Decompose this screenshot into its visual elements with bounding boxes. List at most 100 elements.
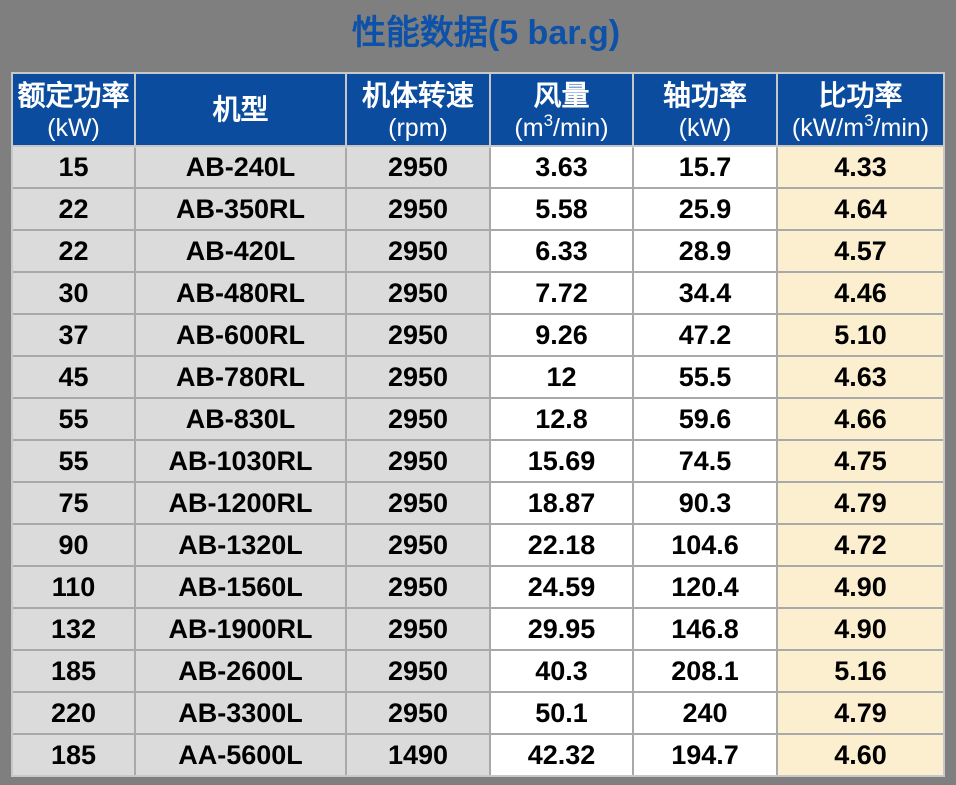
cell-rotation-speed: 2950 bbox=[347, 525, 489, 565]
cell-rated-power: 15 bbox=[13, 147, 134, 187]
cell-air-flow: 42.32 bbox=[491, 735, 632, 775]
cell-shaft-power: 90.3 bbox=[634, 483, 776, 523]
cell-specific-power: 4.63 bbox=[778, 357, 943, 397]
cell-model: AB-3300L bbox=[136, 693, 345, 733]
cell-rotation-speed: 1490 bbox=[347, 735, 489, 775]
cell-rated-power: 37 bbox=[13, 315, 134, 355]
column-header-label: 额定功率 bbox=[17, 79, 130, 111]
header-unit-superscript: 3 bbox=[543, 110, 554, 130]
header-unit-superscript: 3 bbox=[864, 110, 874, 130]
cell-shaft-power: 34.4 bbox=[634, 273, 776, 313]
header-unit-prefix: (kW/m bbox=[791, 113, 865, 142]
column-header-model: 机型 bbox=[136, 74, 345, 145]
cell-shaft-power: 55.5 bbox=[634, 357, 776, 397]
cell-rated-power: 132 bbox=[13, 609, 134, 649]
column-header-label: 机型 bbox=[212, 93, 269, 125]
column-header-shaft-power: 轴功率 (kW) bbox=[634, 74, 776, 145]
cell-air-flow: 9.26 bbox=[491, 315, 632, 355]
cell-rotation-speed: 2950 bbox=[347, 693, 489, 733]
cell-rotation-speed: 2950 bbox=[347, 189, 489, 229]
cell-rotation-speed: 2950 bbox=[347, 357, 489, 397]
column-header-specific-power: 比功率 (kW/m3/min) bbox=[778, 74, 943, 145]
header-unit-prefix: (m bbox=[514, 113, 544, 142]
header-unit-prefix: (kW) bbox=[678, 113, 732, 142]
cell-rated-power: 22 bbox=[13, 231, 134, 271]
header-unit-prefix: (rpm) bbox=[388, 113, 448, 142]
cell-air-flow: 5.58 bbox=[491, 189, 632, 229]
cell-rated-power: 90 bbox=[13, 525, 134, 565]
cell-specific-power: 4.33 bbox=[778, 147, 943, 187]
cell-model: AB-1030RL bbox=[136, 441, 345, 481]
cell-rated-power: 185 bbox=[13, 735, 134, 775]
cell-model: AB-1560L bbox=[136, 567, 345, 607]
column-header-label: 机体转速 bbox=[361, 79, 474, 111]
cell-rotation-speed: 2950 bbox=[347, 651, 489, 691]
cell-air-flow: 6.33 bbox=[491, 231, 632, 271]
cell-rotation-speed: 2950 bbox=[347, 567, 489, 607]
cell-shaft-power: 194.7 bbox=[634, 735, 776, 775]
cell-air-flow: 40.3 bbox=[491, 651, 632, 691]
column-header-unit: (rpm) bbox=[388, 114, 448, 142]
column-header-unit: (kW) bbox=[679, 114, 732, 142]
cell-model: AA-5600L bbox=[136, 735, 345, 775]
cell-specific-power: 4.72 bbox=[778, 525, 943, 565]
cell-shaft-power: 15.7 bbox=[634, 147, 776, 187]
column-header-air-flow: 风量 (m3/min) bbox=[491, 74, 632, 145]
cell-rotation-speed: 2950 bbox=[347, 399, 489, 439]
cell-specific-power: 4.75 bbox=[778, 441, 943, 481]
cell-shaft-power: 146.8 bbox=[634, 609, 776, 649]
cell-rotation-speed: 2950 bbox=[347, 441, 489, 481]
header-unit-suffix: /min) bbox=[873, 113, 930, 142]
cell-shaft-power: 25.9 bbox=[634, 189, 776, 229]
cell-rated-power: 185 bbox=[13, 651, 134, 691]
cell-specific-power: 4.66 bbox=[778, 399, 943, 439]
cell-model: AB-600RL bbox=[136, 315, 345, 355]
cell-shaft-power: 208.1 bbox=[634, 651, 776, 691]
header-unit-prefix: (kW) bbox=[47, 113, 100, 142]
cell-specific-power: 4.57 bbox=[778, 231, 943, 271]
cell-rated-power: 55 bbox=[13, 441, 134, 481]
cell-air-flow: 12 bbox=[491, 357, 632, 397]
cell-shaft-power: 59.6 bbox=[634, 399, 776, 439]
cell-shaft-power: 47.2 bbox=[634, 315, 776, 355]
cell-specific-power: 5.10 bbox=[778, 315, 943, 355]
page-title: 性能数据(5 bar.g) bbox=[351, 14, 621, 52]
cell-rated-power: 55 bbox=[13, 399, 134, 439]
cell-air-flow: 15.69 bbox=[491, 441, 632, 481]
cell-air-flow: 7.72 bbox=[491, 273, 632, 313]
cell-rotation-speed: 2950 bbox=[347, 483, 489, 523]
cell-rated-power: 110 bbox=[13, 567, 134, 607]
column-header-label: 风量 bbox=[533, 79, 590, 111]
table-grid: 额定功率 (kW) 机型 机体转速 (rpm) 风量 (m3/min) 轴功率 … bbox=[13, 74, 943, 775]
cell-shaft-power: 104.6 bbox=[634, 525, 776, 565]
cell-model: AB-1900RL bbox=[136, 609, 345, 649]
cell-shaft-power: 240 bbox=[634, 693, 776, 733]
cell-rated-power: 75 bbox=[13, 483, 134, 523]
column-header-unit: (m3/min) bbox=[514, 110, 608, 142]
cell-model: AB-350RL bbox=[136, 189, 345, 229]
cell-model: AB-780RL bbox=[136, 357, 345, 397]
cell-rotation-speed: 2950 bbox=[347, 315, 489, 355]
cell-specific-power: 5.16 bbox=[778, 651, 943, 691]
cell-specific-power: 4.64 bbox=[778, 189, 943, 229]
cell-air-flow: 3.63 bbox=[491, 147, 632, 187]
cell-air-flow: 18.87 bbox=[491, 483, 632, 523]
cell-model: AB-830L bbox=[136, 399, 345, 439]
cell-specific-power: 4.79 bbox=[778, 693, 943, 733]
cell-specific-power: 4.60 bbox=[778, 735, 943, 775]
performance-table: 额定功率 (kW) 机型 机体转速 (rpm) 风量 (m3/min) 轴功率 … bbox=[11, 72, 945, 777]
cell-rated-power: 45 bbox=[13, 357, 134, 397]
cell-specific-power: 4.90 bbox=[778, 567, 943, 607]
cell-rotation-speed: 2950 bbox=[347, 609, 489, 649]
cell-specific-power: 4.46 bbox=[778, 273, 943, 313]
cell-air-flow: 12.8 bbox=[491, 399, 632, 439]
cell-rotation-speed: 2950 bbox=[347, 273, 489, 313]
column-header-rotation-speed: 机体转速 (rpm) bbox=[347, 74, 489, 145]
cell-model: AB-2600L bbox=[136, 651, 345, 691]
column-header-rated-power: 额定功率 (kW) bbox=[13, 74, 134, 145]
column-header-label: 比功率 bbox=[818, 79, 903, 111]
column-header-unit: (kW) bbox=[47, 114, 100, 142]
cell-model: AB-1320L bbox=[136, 525, 345, 565]
cell-air-flow: 29.95 bbox=[491, 609, 632, 649]
